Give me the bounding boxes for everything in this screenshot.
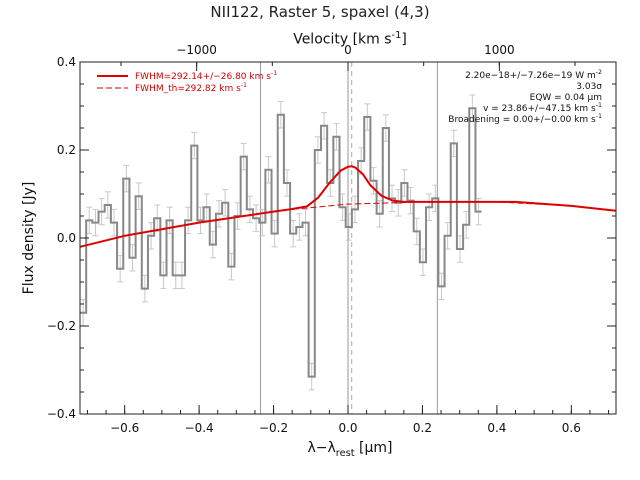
annotation-broadening-sup: -1 [595, 113, 602, 120]
annotation-velocity: v = 23.86+/−47.15 km s-1 [483, 102, 602, 114]
histogram-spectrum [80, 107, 482, 378]
top-tick-label-2: 1000 [484, 43, 515, 57]
y-tick-label-2: 0.0 [57, 231, 76, 245]
legend-th-entry: FWHM_th=292.82 km s-1 [135, 82, 247, 94]
x-tick-label-6: 0.6 [562, 421, 581, 435]
x-axis-label-unit: [μm] [354, 440, 393, 456]
y-tick-label-0: −0.4 [47, 407, 76, 421]
x-axis-label-main: λ−λ [307, 440, 336, 456]
legend-fit-entry: FWHM=292.14+/−26.80 km s-1 [135, 70, 277, 82]
legend-th-sup: -1 [240, 82, 248, 89]
annotation-broadening: Broadening = 0.00+/−0.00 km s-1 [448, 113, 602, 125]
y-tick-label-4: 0.4 [57, 55, 76, 69]
x-axis-label: λ−λrest [μm] [0, 440, 640, 459]
annotation-flux-sup: -2 [595, 69, 602, 76]
annotation-eqw-unit: μm [587, 93, 603, 103]
y-axis-label: Flux density [Jy] [21, 181, 37, 295]
legend-fit-label: FWHM=292.14+/−26.80 km s [135, 72, 271, 82]
annotation-sigma: 3.03σ [576, 82, 602, 92]
legend-th-label: FWHM_th=292.82 km s [135, 84, 241, 94]
top-axis-label-suffix: ] [401, 31, 407, 48]
x-tick-label-3: 0.0 [338, 421, 357, 435]
annotation-eqw-text: EQW = 0.04 [529, 93, 588, 103]
x-tick-label-1: −0.4 [185, 421, 214, 435]
chart-title: NII122, Raster 5, spaxel (4,3) [210, 3, 430, 21]
top-axis-label-text: Velocity [km s [293, 31, 392, 48]
annotation-flux: 2.20e−18+/−7.26e−19 W m-2 [465, 69, 602, 81]
top-tick-label-1: 0 [344, 43, 352, 57]
y-tick-label-3: 0.2 [57, 143, 76, 157]
annotation-velocity-text: v = 23.86+/−47.15 km s [483, 104, 596, 114]
top-tick-label-0: −1000 [176, 43, 217, 57]
annotation-velocity-sup: -1 [595, 102, 602, 109]
x-tick-label-5: 0.4 [487, 421, 506, 435]
x-axis-label-sub: rest [335, 447, 355, 459]
annotation-broadening-text: Broadening = 0.00+/−0.00 km s [448, 115, 596, 125]
y-tick-label-1: −0.2 [47, 319, 76, 333]
series-line-1 [79, 201, 617, 248]
annotation-flux-text: 2.20e−18+/−7.26e−19 W m [465, 71, 596, 81]
x-tick-label-2: −0.2 [259, 421, 288, 435]
top-axis-label-sup: -1 [391, 30, 402, 41]
top-axis-label: Velocity [km s-1] [0, 30, 640, 48]
x-tick-label-0: −0.6 [110, 421, 139, 435]
x-tick-label-4: 0.2 [413, 421, 432, 435]
legend-fit-sup: -1 [270, 70, 278, 77]
annotation-eqw: EQW = 0.04 μm [530, 93, 602, 103]
